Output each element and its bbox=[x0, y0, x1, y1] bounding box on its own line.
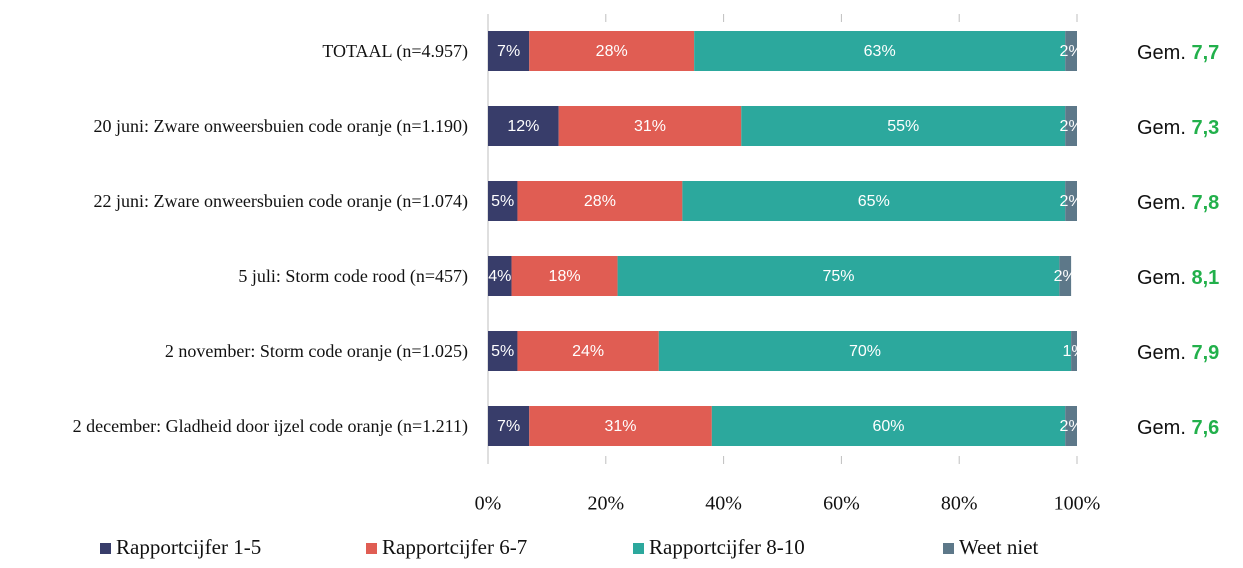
legend-swatch bbox=[943, 543, 954, 554]
value-label: 24% bbox=[572, 343, 604, 360]
legend-swatch bbox=[100, 543, 111, 554]
value-label: 5% bbox=[491, 343, 514, 360]
bar-segment bbox=[617, 256, 1060, 296]
legend-label: Rapportcijfer 6-7 bbox=[382, 535, 527, 559]
bar-segment bbox=[682, 181, 1066, 221]
bar-segment bbox=[1059, 256, 1072, 296]
legend-swatch bbox=[633, 543, 644, 554]
value-label: 28% bbox=[584, 193, 616, 210]
bar-segment bbox=[741, 106, 1066, 146]
bar-segment bbox=[488, 256, 512, 296]
value-label: 31% bbox=[605, 418, 637, 435]
bar-segment bbox=[529, 406, 712, 446]
value-label: 70% bbox=[849, 343, 881, 360]
bar-segment bbox=[488, 331, 518, 371]
average-label: Gem. 7,6 bbox=[1137, 417, 1219, 439]
legend-label: Rapportcijfer 8-10 bbox=[649, 535, 805, 559]
value-label: 2% bbox=[1060, 118, 1083, 135]
category-label: 20 juni: Zware onweersbuien code oranje … bbox=[93, 116, 468, 136]
value-label: 2% bbox=[1060, 193, 1083, 210]
value-label: 18% bbox=[549, 268, 581, 285]
value-label: 60% bbox=[873, 418, 905, 435]
bar-segment bbox=[488, 406, 530, 446]
category-label: 2 november: Storm code oranje (n=1.025) bbox=[164, 341, 468, 361]
value-label: 28% bbox=[596, 43, 628, 60]
legend-label: Rapportcijfer 1-5 bbox=[116, 535, 261, 559]
x-tick-label: 80% bbox=[941, 493, 978, 515]
value-label: 75% bbox=[822, 268, 854, 285]
average-value: 7,3 bbox=[1191, 117, 1219, 139]
category-label: 2 december: Gladheid door ijzel code ora… bbox=[72, 416, 468, 436]
average-label: Gem. 7,3 bbox=[1137, 117, 1219, 139]
average-label: Gem. 7,9 bbox=[1137, 342, 1219, 364]
value-label: 2% bbox=[1060, 43, 1083, 60]
average-label: Gem. 7,7 bbox=[1137, 42, 1219, 64]
average-prefix: Gem. bbox=[1137, 417, 1186, 439]
average-value: 7,9 bbox=[1191, 342, 1219, 364]
bar-segment bbox=[511, 256, 618, 296]
average-value: 8,1 bbox=[1191, 267, 1219, 289]
category-label: TOTAAL (n=4.957) bbox=[322, 41, 468, 61]
bar-segment bbox=[658, 331, 1072, 371]
value-label: 2% bbox=[1054, 268, 1077, 285]
value-label: 7% bbox=[497, 418, 520, 435]
bar-segment bbox=[488, 106, 559, 146]
average-label: Gem. 7,8 bbox=[1137, 192, 1219, 214]
value-label: 5% bbox=[491, 193, 514, 210]
bar-segment bbox=[1065, 406, 1077, 446]
bar-segment bbox=[1071, 331, 1077, 371]
value-label: 65% bbox=[858, 193, 890, 210]
bar-segment bbox=[1065, 106, 1077, 146]
value-label: 63% bbox=[864, 43, 896, 60]
average-value: 7,8 bbox=[1191, 192, 1219, 214]
bar-segment bbox=[694, 31, 1066, 71]
bar-segment bbox=[488, 181, 518, 221]
x-tick-label: 60% bbox=[823, 493, 860, 515]
bar-segment bbox=[558, 106, 742, 146]
average-prefix: Gem. bbox=[1137, 117, 1186, 139]
bar-segment bbox=[517, 331, 659, 371]
x-tick-label: 100% bbox=[1054, 493, 1101, 515]
bar-segment bbox=[711, 406, 1066, 446]
value-label: 31% bbox=[634, 118, 666, 135]
x-tick-label: 40% bbox=[705, 493, 742, 515]
value-label: 2% bbox=[1060, 418, 1083, 435]
average-value: 7,6 bbox=[1191, 417, 1219, 439]
bar-segment bbox=[529, 31, 695, 71]
x-tick-label: 20% bbox=[587, 493, 624, 515]
bar-segment bbox=[488, 31, 530, 71]
average-prefix: Gem. bbox=[1137, 192, 1186, 214]
x-tick-label: 0% bbox=[475, 493, 502, 515]
bar-segment bbox=[1065, 31, 1077, 71]
bar-segment bbox=[517, 181, 683, 221]
average-prefix: Gem. bbox=[1137, 342, 1186, 364]
value-label: 12% bbox=[507, 118, 539, 135]
value-label: 1% bbox=[1062, 343, 1085, 360]
value-label: 4% bbox=[488, 268, 511, 285]
category-label: 5 juli: Storm code rood (n=457) bbox=[238, 266, 468, 286]
average-label: Gem. 8,1 bbox=[1137, 267, 1219, 289]
category-label: 22 juni: Zware onweersbuien code oranje … bbox=[93, 191, 468, 211]
legend-label: Weet niet bbox=[959, 535, 1039, 559]
average-prefix: Gem. bbox=[1137, 42, 1186, 64]
value-label: 7% bbox=[497, 43, 520, 60]
legend-swatch bbox=[366, 543, 377, 554]
average-prefix: Gem. bbox=[1137, 267, 1186, 289]
average-value: 7,7 bbox=[1191, 42, 1219, 64]
value-label: 55% bbox=[887, 118, 919, 135]
bar-segment bbox=[1065, 181, 1077, 221]
